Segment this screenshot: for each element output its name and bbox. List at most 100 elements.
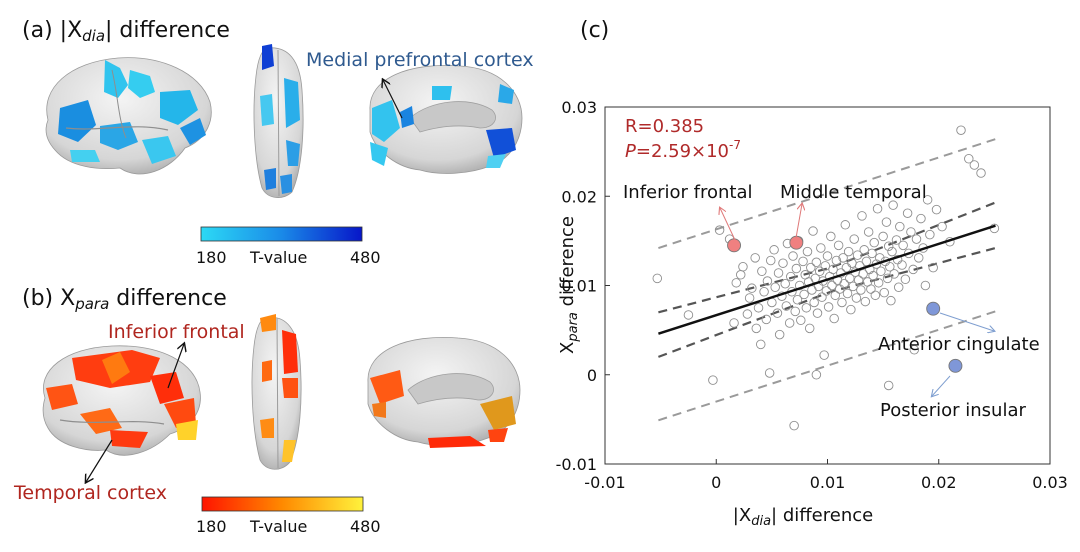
data-point	[878, 231, 888, 242]
data-point	[761, 314, 772, 325]
colorbar-b-max: 480	[350, 517, 381, 536]
data-point	[853, 275, 864, 285]
data-point	[802, 246, 813, 257]
data-point	[867, 248, 877, 259]
data-point	[829, 313, 839, 324]
data-point	[753, 303, 764, 313]
x-tick-label: 0.01	[810, 473, 846, 492]
y-tick-label: -0.01	[556, 455, 597, 474]
brain-lateral-red	[42, 345, 201, 456]
data-point	[731, 278, 742, 288]
data-point	[976, 168, 986, 178]
panel-a-title: (a) |Xdia| difference	[22, 18, 230, 45]
data-point	[820, 261, 831, 271]
data-point	[843, 246, 854, 257]
data-point	[751, 323, 762, 334]
data-point	[931, 204, 942, 215]
colorbar-a-max: 480	[350, 248, 381, 267]
colorbar-b	[201, 496, 364, 512]
data-point	[928, 262, 938, 273]
data-point	[822, 251, 833, 261]
data-point	[916, 213, 926, 224]
fit-line-group	[658, 224, 996, 335]
data-point	[798, 256, 808, 267]
data-point	[781, 301, 792, 311]
data-point	[897, 260, 907, 270]
colorbar-b-min: 180	[196, 517, 227, 536]
regression-line	[658, 224, 996, 335]
data-point	[788, 251, 798, 261]
data-point	[769, 245, 779, 255]
data-point	[889, 269, 900, 279]
data-point	[857, 211, 867, 221]
data-point	[908, 264, 918, 275]
data-point	[807, 285, 817, 295]
data-point	[906, 227, 916, 237]
data-point	[925, 229, 935, 240]
brain-top-blue	[253, 44, 304, 198]
data-point	[868, 270, 878, 281]
data-point	[791, 263, 802, 274]
brain-top-red	[251, 314, 302, 470]
data-point	[738, 262, 748, 272]
panel-b: (b) Xpara difference	[13, 286, 521, 536]
data-point	[708, 375, 718, 385]
data-point	[922, 195, 933, 205]
x-tick-label: 0.02	[921, 473, 957, 492]
data-point	[881, 217, 892, 227]
highlight-points	[727, 235, 963, 373]
data-point	[828, 264, 838, 275]
data-point	[872, 203, 883, 214]
label-inferior-frontal: Inferior frontal	[623, 182, 753, 203]
data-point	[840, 220, 851, 230]
brain-medial-blue	[369, 65, 523, 174]
colorbar-b-label: T-value	[249, 517, 307, 536]
label-posterior-insular: Posterior insular	[880, 400, 1026, 421]
data-point	[885, 262, 895, 272]
data-point	[801, 303, 812, 313]
data-point	[773, 268, 784, 278]
data-point	[766, 255, 776, 266]
data-point	[895, 221, 905, 232]
y-tick-label: 0	[587, 366, 597, 385]
data-point	[823, 302, 834, 312]
arrow-anterior-cingulate	[939, 312, 994, 331]
data-point	[806, 262, 816, 273]
data-point	[780, 278, 790, 289]
medial-prefrontal-arrow	[383, 80, 403, 119]
data-point	[900, 274, 911, 285]
data-point	[818, 276, 828, 286]
highlight-point	[727, 238, 741, 253]
scatter-plot: -0.01 0 0.01 0.02 0.03 -0.01 0 0.01 0.02 0.03	[556, 98, 1068, 492]
y-axis-label: Xpara difference	[557, 216, 581, 354]
highlight-point	[948, 358, 963, 373]
data-point	[789, 420, 799, 431]
panel-b-title: (b) Xpara difference	[22, 286, 227, 313]
data-point	[838, 253, 848, 263]
stats-r: R=0.385	[625, 116, 704, 137]
y-tick-label: 0.03	[561, 98, 597, 117]
panel-c: (c) -0.01 0 0.01 0.02 0.03 -0.01 0 0.01 0.02 0.0…	[556, 18, 1068, 529]
data-point	[837, 297, 847, 308]
data-point	[893, 282, 904, 293]
data-point	[796, 315, 806, 326]
temporal-cortex-arrow	[86, 439, 113, 482]
data-point	[886, 295, 896, 306]
arrow-inferior-frontal	[720, 208, 736, 241]
data-point	[814, 266, 825, 276]
data-point	[831, 255, 842, 266]
brain-lateral-blue	[45, 57, 212, 175]
data-point	[909, 345, 920, 355]
data-point	[937, 221, 947, 232]
data-point	[845, 273, 855, 284]
data-point	[839, 278, 849, 289]
data-point	[888, 200, 898, 210]
data-point	[902, 208, 913, 218]
data-point	[969, 160, 980, 170]
data-point	[956, 125, 966, 135]
x-tick-label: 0	[711, 473, 721, 492]
data-point	[842, 288, 853, 299]
data-point	[851, 293, 862, 303]
y-tick-label: 0.02	[561, 187, 597, 206]
data-point	[861, 256, 872, 267]
